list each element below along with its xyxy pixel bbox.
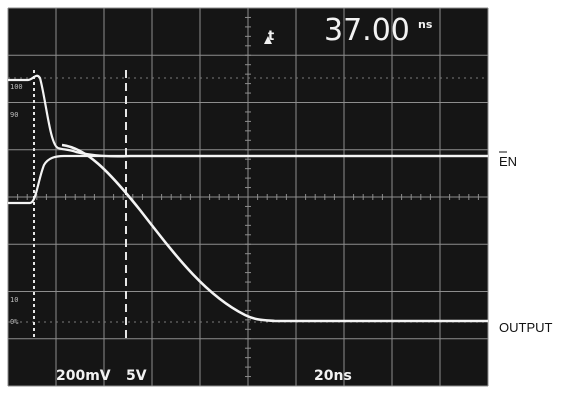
cursor-delta-symbol: t xyxy=(268,29,274,44)
en-trace-rising xyxy=(8,154,488,205)
time-unit: ns xyxy=(418,18,433,31)
timebase-scale: 20ns xyxy=(314,368,352,384)
time-value: 37.00 xyxy=(324,13,410,48)
output-label: OUTPUT xyxy=(499,320,553,335)
mark-0: 0% xyxy=(10,318,19,326)
delta-time-readout: t 37.00 ns xyxy=(264,13,433,48)
en-label: EN xyxy=(499,154,517,169)
mark-90: 90 xyxy=(10,111,18,119)
graticule-grid xyxy=(7,7,489,387)
output-trace xyxy=(61,143,488,323)
mark-100: 100 xyxy=(10,83,23,91)
delta-triangle-icon xyxy=(264,36,272,44)
ch1-scale: 200mV xyxy=(56,368,111,384)
ch2-scale: 5V xyxy=(126,368,147,384)
en-label-group: EN xyxy=(499,151,517,169)
mark-10: 10 xyxy=(10,296,18,304)
